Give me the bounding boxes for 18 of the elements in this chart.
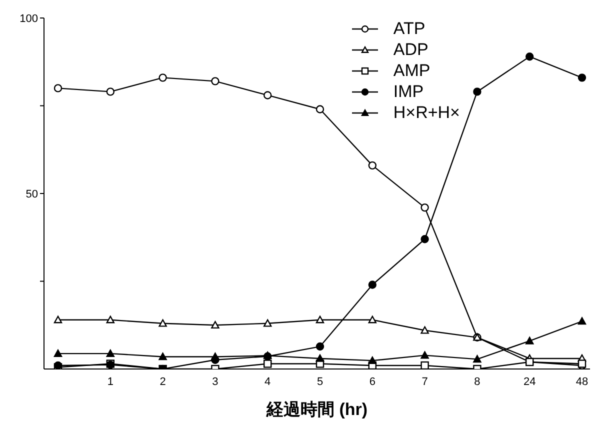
y-tick-label: 100 bbox=[20, 12, 38, 25]
x-tick-label: 24 bbox=[523, 376, 536, 388]
x-tick-label: 2 bbox=[160, 376, 166, 388]
legend-label: ADP bbox=[393, 39, 428, 60]
x-tick-label: 5 bbox=[316, 376, 324, 388]
x-axis-title: 経過時間 (hr) bbox=[265, 400, 368, 419]
x-tick-label: 48 bbox=[576, 376, 588, 388]
legend-label: AMP bbox=[393, 60, 430, 81]
x-tick-label: 8 bbox=[474, 376, 480, 388]
x-tick-label: 6 bbox=[369, 376, 376, 388]
y-tick-label: 50 bbox=[26, 188, 38, 200]
legend-label: IMP bbox=[393, 81, 424, 102]
x-tick-label: 4 bbox=[264, 376, 271, 388]
x-tick-label: 7 bbox=[422, 376, 428, 388]
legend-label: H×R+H× bbox=[393, 102, 460, 123]
x-tick-label: 3 bbox=[212, 376, 218, 388]
legend-label: ATP bbox=[393, 18, 426, 39]
x-tick-label: 1 bbox=[107, 376, 114, 388]
